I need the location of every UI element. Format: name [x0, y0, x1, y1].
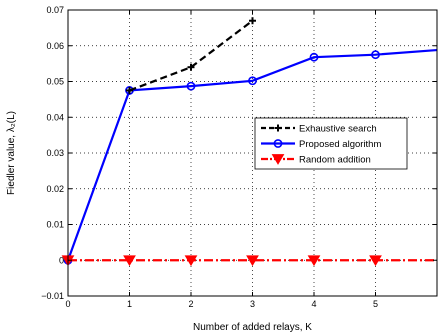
series-layer	[61, 17, 437, 267]
legend-entry: Exhaustive search	[261, 124, 377, 135]
series-line	[129, 19, 254, 92]
x-tick-label: 4	[311, 299, 316, 309]
data-point	[186, 81, 196, 91]
legend-label: Exhaustive search	[299, 124, 377, 135]
data-point	[248, 76, 257, 86]
y-tick-label: 0.01	[46, 220, 64, 230]
data-point	[249, 17, 256, 25]
data-point	[369, 255, 382, 267]
legend-marker	[271, 154, 285, 165]
x-tick-label: 3	[250, 299, 255, 309]
y-tick-label: 0.07	[46, 5, 64, 15]
series-random-addition	[61, 255, 437, 267]
y-tick-label: 0.04	[46, 112, 64, 122]
y-tick-label: 0.06	[46, 41, 64, 51]
data-point	[123, 255, 136, 267]
legend-marker	[273, 139, 283, 148]
y-tick-label: 0.03	[46, 148, 64, 158]
x-tick-label: 5	[373, 299, 378, 309]
data-point	[371, 50, 380, 60]
legend: Exhaustive search Proposed algorithm Rando…	[254, 117, 408, 170]
legend-entry: Proposed algorithm	[261, 139, 381, 150]
legend-label: Random addition	[299, 155, 371, 166]
legend-entry: Random addition	[261, 154, 371, 166]
data-point	[246, 255, 259, 267]
y-tick-label: −0.01	[41, 291, 64, 301]
data-point	[125, 86, 134, 95]
data-point	[184, 255, 198, 267]
data-point	[187, 63, 195, 71]
y-tick-label: 0	[59, 255, 64, 265]
y-tick-label: 0.02	[46, 184, 64, 194]
data-point	[307, 255, 321, 267]
data-point	[126, 86, 133, 94]
legend-marker	[274, 124, 282, 132]
legend-label: Proposed algorithm	[299, 139, 381, 150]
data-point	[309, 52, 319, 62]
x-tick-label: 1	[127, 299, 132, 309]
y-tick-label: 0.05	[46, 77, 64, 87]
x-tick-label: 2	[188, 299, 193, 309]
series-exhaustive-search	[126, 17, 256, 94]
y-axis-label: Fiedler value, λ₂(L)	[6, 111, 17, 195]
x-axis-label: Number of added relays, K	[193, 322, 312, 333]
x-tick-label: 0	[65, 299, 70, 309]
